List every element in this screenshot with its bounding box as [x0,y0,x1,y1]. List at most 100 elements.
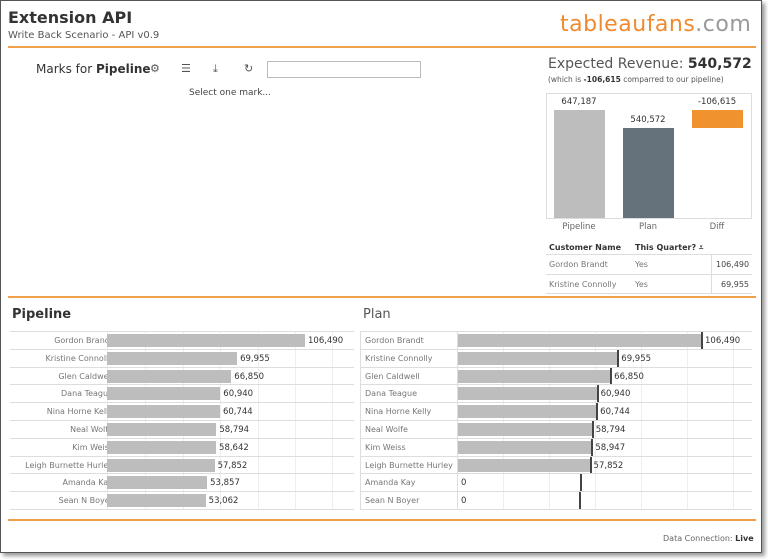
reference-line [617,349,620,367]
reference-line [610,367,613,385]
bar[interactable] [107,476,208,490]
row-divider [360,509,752,510]
reference-line [596,385,599,403]
row-label: Amanda Kay [62,478,113,488]
bar-row: Nina Horne Kelly 60,744 [360,402,752,422]
value-label: 66,850 [614,371,644,382]
bar-row: Sean N Boyer 53,062 [10,491,354,509]
bar[interactable] [458,334,702,347]
bar-row: Amanda Kay 0 [360,473,752,493]
bar-row: Glen Caldwell 66,850 [360,366,752,386]
reference-line [591,421,594,438]
column-header-quarter[interactable]: This Quarter? ⩡ [635,243,704,252]
table-cell: Kristine Connolly [549,280,617,289]
value-label: 60,744 [600,407,630,418]
bar[interactable] [107,334,305,347]
reference-line [591,438,594,456]
divider [8,46,756,48]
value-label: 66,850 [234,371,265,382]
bar[interactable] [107,369,232,383]
marks-heading: Marks for Pipeline [36,62,151,76]
row-label: Sean N Boyer [58,496,113,506]
bar[interactable] [107,423,217,436]
bar[interactable] [107,440,217,454]
value-label: 0 [461,478,467,489]
row-label: Sean N Boyer [365,496,420,506]
bar[interactable] [107,458,215,472]
value-label: 0 [461,496,467,507]
value-label: 69,955 [621,353,652,364]
bar-row: Leigh Burnette Hurley 57,852 [360,455,752,475]
bar[interactable] [107,405,220,419]
table-cell: 69,955 [721,280,749,289]
row-label: Gordon Brandt [54,336,113,345]
gear-icon[interactable]: ⚙ [150,62,160,75]
bar[interactable] [458,351,619,365]
bar-row: Dana Teague 60,940 [10,384,354,402]
bar[interactable] [458,458,591,472]
column-header-customer[interactable]: Customer Name [549,243,621,252]
bar[interactable] [107,494,206,508]
page-title: Extension API [8,8,133,27]
logo: tableaufans.com [560,12,752,37]
divider [8,296,756,298]
row-label: Kristine Connolly [365,353,433,363]
bar-plan[interactable] [623,127,674,218]
bar-pipeline[interactable] [554,110,605,218]
bar-row: Kim Weiss 58,642 [10,437,354,456]
bar-row: Gordon Brandt 106,490 [360,331,752,350]
divider [8,519,756,521]
reference-line [596,403,599,421]
row-divider [10,509,354,510]
value-label: 60,940 [223,389,254,400]
table-cell: 106,490 [716,260,750,269]
value-label: 57,852 [217,460,248,471]
bar-row: Neal Wolfe 58,794 [360,420,752,439]
row-label: Dana Teague [365,389,417,399]
row-label: Neal Wolfe [365,425,408,434]
bar-row: Neal Wolfe 58,794 [10,420,354,438]
row-label: Kristine Connolly [45,353,113,363]
bar-row: Leigh Burnette Hurley 57,852 [10,455,354,474]
search-input[interactable] [267,61,421,78]
row-label: Amanda Kay [365,478,416,488]
data-label: 540,572 [630,114,666,125]
bar[interactable] [458,405,598,419]
bar-row: Amanda Kay 53,857 [10,473,354,491]
value-label: 106,490 [308,336,344,346]
expected-revenue: Expected Revenue: 540,572 [548,56,752,72]
bar[interactable] [107,387,221,401]
data-label: -106,615 [697,97,737,107]
bar-row: Nina Horne Kelly 60,744 [10,402,354,420]
row-label: Nina Horne Kelly [46,407,113,417]
refresh-icon[interactable]: ↻ [244,62,254,75]
reference-line [701,332,703,349]
value-label: 58,794 [595,425,626,435]
bar[interactable] [458,369,612,383]
page-subtitle: Write Back Scenario - API v0.9 [8,30,160,41]
row-label: Dana Teague [61,389,113,399]
bar-diff[interactable] [692,110,743,128]
value-label: 58,794 [219,425,250,435]
row-label: Neal Wolfe [70,425,113,434]
row-label: Leigh Burnette Hurley [25,460,113,470]
bar-row: Dana Teague 60,940 [360,384,752,404]
reference-line [589,456,592,474]
list-icon[interactable]: ☰ [181,62,191,75]
download-icon[interactable]: ⤓ [213,62,218,75]
table-cell: Gordon Brandt [549,260,608,269]
row-label: Nina Horne Kelly [365,407,432,417]
row-label: Gordon Brandt [365,336,424,345]
status-text: Select one mark... [189,88,272,98]
expected-revenue-note: (which is -106,615 comparred to our pipe… [548,75,724,84]
bar[interactable] [458,387,598,401]
bar[interactable] [107,351,238,365]
bar[interactable] [458,440,594,454]
row-label: Leigh Burnette Hurley [365,460,453,470]
reference-line [580,474,583,492]
pipeline-title: Pipeline [12,307,72,322]
data-connection: Data Connection: Live [663,534,754,543]
bar-row: Kristine Connolly 69,955 [360,348,752,368]
bar-row: Sean N Boyer 0 [360,491,752,511]
bar[interactable] [458,423,593,436]
